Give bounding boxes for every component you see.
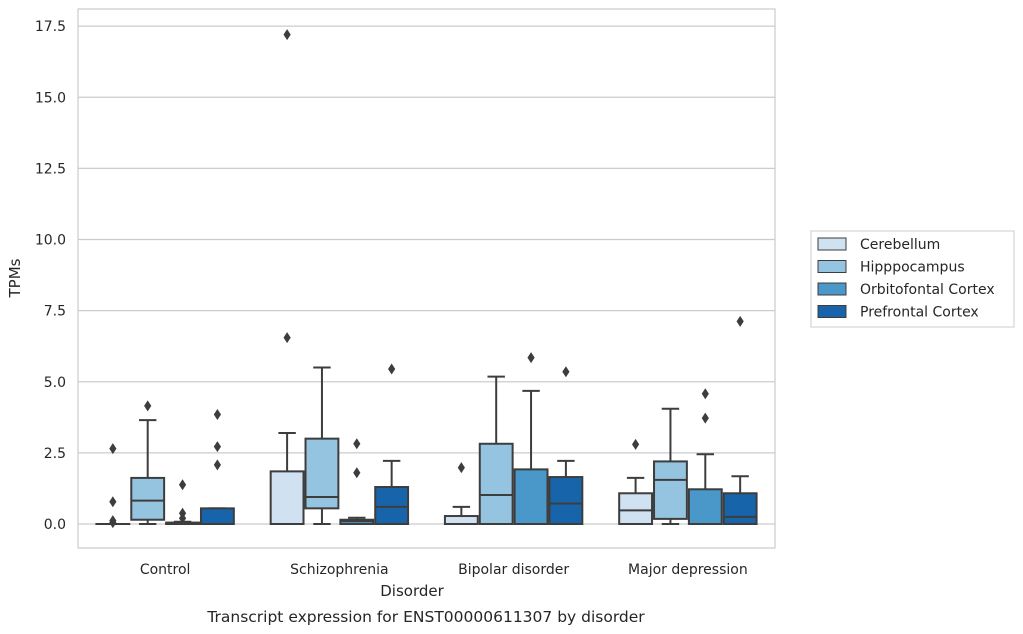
outlier-point [213, 408, 221, 420]
legend-swatch [817, 282, 847, 296]
legend-label: Orbitofontal Cortex [860, 282, 995, 298]
outlier-point [353, 467, 361, 479]
outlier-point [283, 29, 291, 41]
y-tick-label: 12.5 [35, 161, 66, 177]
outlier-point [178, 512, 187, 524]
box-iqr [618, 492, 654, 525]
box-iqr [478, 442, 514, 525]
outlier-point [353, 438, 361, 450]
x-tick-labels: Control Schizophrenia Bipolar disorder Majo… [140, 562, 748, 578]
x-tick-label: Control [140, 562, 191, 578]
legend-label: Hipppocampus [860, 260, 965, 276]
legend-swatch [817, 305, 847, 318]
box-iqr [269, 470, 305, 525]
legend-swatch [817, 260, 847, 273]
box-3-3 [722, 315, 758, 525]
box-0-3 [199, 408, 235, 526]
box-0-0 [95, 443, 131, 529]
outlier-point [109, 517, 117, 529]
x-tick-label: Bipolar disorder [458, 562, 569, 578]
y-tick-label: 0.0 [44, 517, 66, 533]
box-2-3 [548, 366, 584, 525]
box-2-1 [478, 375, 514, 525]
x-tick-label: Schizophrenia [290, 562, 388, 578]
box-iqr [199, 507, 235, 526]
outlier-point [178, 479, 187, 491]
outlier-point [213, 459, 221, 471]
legend: Cerebellum Hipppocampus Orbitofontal Corte… [810, 230, 1015, 328]
chart-caption: Transcript expression for ENST0000061130… [206, 608, 645, 626]
outlier-point [527, 352, 535, 364]
box-1-0 [269, 29, 305, 525]
y-tick-label: 17.5 [35, 19, 66, 35]
legend-label: Prefrontal Cortex [860, 305, 979, 321]
box-1-3 [374, 363, 410, 526]
outlier-point [562, 366, 570, 378]
outlier-point [701, 388, 709, 400]
x-tick-label: Major depression [628, 562, 748, 578]
box-iqr [548, 476, 584, 525]
box-1-2 [339, 438, 375, 525]
legend-label: Cerebellum [860, 237, 940, 253]
plot-frame [77, 8, 776, 549]
box-0-2 [165, 479, 200, 526]
y-tick-label: 7.5 [44, 304, 66, 320]
box-iqr [374, 486, 410, 526]
y-tick-label: 2.5 [44, 446, 66, 462]
outlier-point [388, 363, 396, 375]
y-tick-label: 15.0 [35, 90, 66, 106]
outlier-point [109, 443, 117, 455]
box-3-2 [687, 388, 723, 525]
y-tick-label: 10.0 [35, 233, 66, 249]
outlier-point [213, 441, 221, 453]
y-axis-label: TPMs [6, 258, 24, 298]
box-iqr [722, 492, 758, 525]
box-iqr [443, 515, 479, 525]
outlier-point [283, 332, 291, 344]
box-3-0 [618, 438, 654, 525]
outlier-point [109, 496, 117, 508]
gridlines [78, 25, 775, 525]
outlier-point [632, 438, 640, 450]
box-0-1 [130, 400, 166, 525]
outlier-point [457, 462, 465, 474]
box-3-1 [653, 407, 688, 525]
box-iqr [130, 476, 166, 521]
box-2-0 [443, 462, 479, 525]
box-2-2 [513, 352, 549, 526]
outlier-point [701, 412, 709, 424]
box-plots [95, 29, 758, 529]
box-iqr [513, 468, 549, 526]
box-iqr [653, 460, 688, 520]
y-tick-label: 5.0 [44, 375, 66, 391]
box-1-1 [304, 366, 340, 525]
outlier-point [736, 315, 744, 327]
legend-swatch [817, 237, 847, 251]
box-iqr [687, 488, 723, 525]
x-axis-label: Disorder [380, 582, 444, 600]
y-tick-labels: 0.0 2.5 5.0 7.5 10.0 12.5 15.0 17.5 [35, 19, 66, 533]
outlier-point [144, 400, 152, 412]
